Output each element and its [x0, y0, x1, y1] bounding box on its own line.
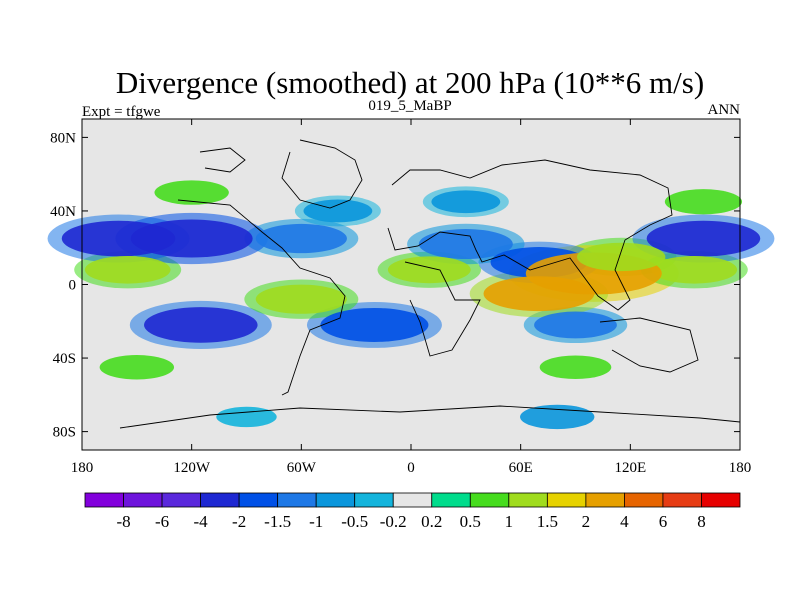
colorbar-swatch — [469, 492, 510, 508]
x-tick-label: 60W — [287, 460, 317, 476]
colorbar-swatch — [161, 492, 201, 508]
colorbar-swatch — [431, 492, 471, 508]
field-region — [303, 199, 373, 223]
colorbar-label: 4 — [620, 512, 629, 531]
colorbar-label: 0.5 — [460, 512, 481, 531]
colorbar-swatch — [123, 492, 163, 508]
field-region — [154, 180, 229, 205]
colorbar-swatch — [662, 492, 702, 508]
y-tick-label: 80N — [50, 130, 76, 146]
field-region — [576, 242, 666, 272]
colorbar-swatch — [354, 492, 394, 508]
field-region — [534, 311, 617, 339]
colorbar-swatch — [546, 492, 587, 508]
field-region — [84, 255, 171, 284]
colorbar-swatch — [200, 492, 240, 508]
field-region — [651, 255, 738, 284]
colorbar-label: 0.2 — [421, 512, 442, 531]
field-region — [255, 284, 347, 314]
x-tick-label: 180 — [71, 460, 94, 476]
right-string: ANN — [708, 102, 741, 118]
field-region — [646, 220, 761, 257]
coastline — [281, 139, 363, 209]
colorbar-label: 6 — [659, 512, 668, 531]
y-tick-label: 80S — [53, 425, 76, 441]
field-region — [431, 190, 501, 214]
field-region — [255, 223, 347, 254]
x-tick-label: 120W — [173, 460, 211, 476]
chart-title: Divergence (smoothed) at 200 hPa (10**6 … — [116, 65, 704, 100]
colorbar: -8 -6 -4 -2 -1.5 -1 -0.5 -0.2 0.2 0.5 1 1.5 2 4 6 8 — [84, 492, 741, 531]
field-region — [61, 220, 176, 257]
colorbar-label: -0.2 — [380, 512, 407, 531]
colorbar-label: 2 — [582, 512, 591, 531]
field-region — [320, 307, 429, 342]
colorbar-label: 8 — [697, 512, 706, 531]
x-tick-label: 120E — [614, 460, 646, 476]
colorbar-swatch — [238, 492, 279, 508]
colorbar-label: -8 — [116, 512, 130, 531]
center-string: 019_5_MaBP — [368, 98, 451, 114]
colorbar-swatch — [277, 492, 317, 508]
colorbar-label: -6 — [155, 512, 169, 531]
colorbar-swatch — [508, 492, 548, 508]
coastline — [199, 147, 246, 173]
colorbar-label: 1.5 — [537, 512, 558, 531]
field-region — [539, 355, 612, 380]
colorbar-label: -1.5 — [264, 512, 291, 531]
coastline — [599, 317, 699, 373]
coastline — [119, 405, 741, 429]
y-tick-label: 40N — [50, 204, 76, 220]
left-string: Expt = tfgwe — [82, 104, 161, 120]
colorbar-swatch — [585, 492, 625, 508]
colorbar-swatch — [701, 492, 741, 508]
colorbar-label: -0.5 — [341, 512, 368, 531]
y-tick-label: 40S — [53, 351, 76, 367]
field-region — [144, 307, 258, 343]
coastline — [177, 199, 346, 396]
field-region — [99, 355, 175, 380]
coastlines — [119, 139, 741, 429]
x-tick-label: 60E — [509, 460, 533, 476]
colorbar-swatch — [392, 492, 433, 508]
field-region — [418, 229, 513, 260]
colorbar-label: -2 — [232, 512, 246, 531]
x-tick-label: 180 — [729, 460, 752, 476]
map-field — [47, 118, 775, 451]
field-region — [387, 256, 471, 284]
y-tick-label: 0 — [69, 278, 77, 294]
colorbar-swatch — [624, 492, 664, 508]
x-tick-label: 0 — [407, 460, 415, 476]
field-region — [216, 406, 277, 428]
field-region — [664, 189, 743, 215]
colorbar-label: -4 — [194, 512, 209, 531]
coastline — [404, 261, 481, 357]
colorbar-label: -1 — [309, 512, 323, 531]
y-axis: 80N 40N 0 40S 80S — [50, 130, 740, 441]
colorbar-label: 1 — [505, 512, 514, 531]
colorbar-swatch — [84, 492, 124, 508]
field-region — [520, 404, 595, 430]
x-axis: 180 120W 60W 0 60E 120E 180 — [71, 119, 752, 476]
coastline — [387, 159, 673, 311]
colorbar-swatch — [315, 492, 356, 508]
